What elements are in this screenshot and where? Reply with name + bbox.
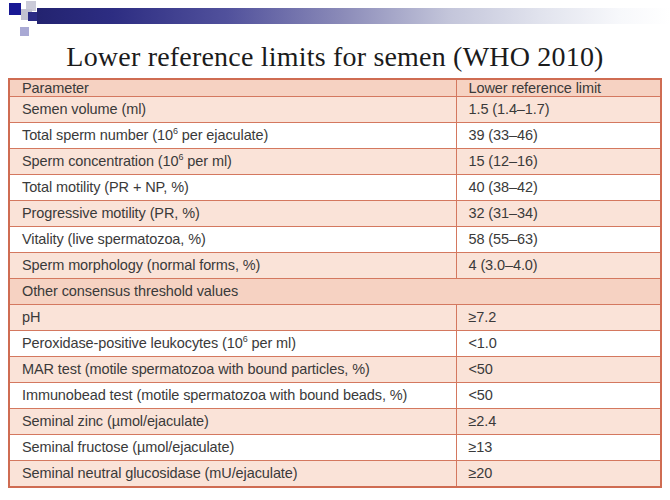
- parameter-cell: Immunobead test (motile spermatozoa with…: [9, 382, 456, 408]
- parameter-cell: Total sperm number (106 per ejaculate): [9, 122, 456, 148]
- value-cell: <50: [456, 382, 661, 408]
- table-body: Semen volume (ml)1.5 (1.4–1.7)Total sper…: [9, 97, 661, 488]
- superscript: 6: [173, 127, 178, 137]
- slide-title: Lower reference limits for semen (WHO 20…: [0, 41, 670, 73]
- value-cell: ≥13: [456, 434, 661, 460]
- reference-limits-table: Parameter Lower reference limit Semen vo…: [8, 78, 662, 488]
- superscript: 6: [178, 153, 183, 163]
- parameter-cell: MAR test (motile spermatozoa with bound …: [9, 356, 456, 382]
- value-cell: 58 (55–63): [456, 226, 661, 252]
- value-cell: 32 (31–34): [456, 200, 661, 226]
- parameter-cell: Sperm concentration (106 per ml): [9, 148, 456, 174]
- value-cell: ≥7.2: [456, 304, 661, 330]
- table-row: Sperm concentration (106 per ml)15 (12–1…: [9, 148, 661, 174]
- parameter-cell: Sperm morphology (normal forms, %): [9, 252, 456, 278]
- parameter-cell: Seminal fructose (µmol/ejaculate): [9, 434, 456, 460]
- table-row: Seminal neutral glucosidase (mU/ejaculat…: [9, 460, 661, 487]
- section-header-row: Other consensus threshold values: [9, 278, 661, 304]
- deco-small-navy-square: [28, 12, 37, 21]
- parameter-cell: pH: [9, 304, 456, 330]
- table-row: pH≥7.2: [9, 304, 661, 330]
- table-row: Immunobead test (motile spermatozoa with…: [9, 382, 661, 408]
- superscript: 6: [243, 334, 248, 344]
- table-row: Total motility (PR + NP, %)40 (38–42): [9, 174, 661, 200]
- parameter-cell: Peroxidase-positive leukocytes (106 per …: [9, 330, 456, 356]
- header-gradient-bar: [37, 8, 670, 24]
- table-row: Seminal zinc (µmol/ejaculate)≥2.4: [9, 408, 661, 434]
- parameter-cell: Seminal zinc (µmol/ejaculate): [9, 408, 456, 434]
- parameter-cell: Total motility (PR + NP, %): [9, 174, 456, 200]
- table-header-row: Parameter Lower reference limit: [9, 79, 661, 97]
- parameter-cell: Semen volume (ml): [9, 97, 456, 123]
- value-cell: ≥2.4: [456, 408, 661, 434]
- parameter-cell: Other consensus threshold values: [9, 278, 661, 304]
- value-cell: 4 (3.0–4.0): [456, 252, 661, 278]
- table-row: Vitality (live spermatozoa, %)58 (55–63): [9, 226, 661, 252]
- parameter-column-header: Parameter: [9, 79, 456, 97]
- parameter-cell: Progressive motility (PR, %): [9, 200, 456, 226]
- table-row: Peroxidase-positive leukocytes (106 per …: [9, 330, 661, 356]
- limit-column-header: Lower reference limit: [456, 79, 661, 97]
- value-cell: ≥20: [456, 460, 661, 487]
- table-row: Semen volume (ml)1.5 (1.4–1.7): [9, 97, 661, 123]
- deco-navy-square: [9, 3, 21, 15]
- value-cell: 40 (38–42): [456, 174, 661, 200]
- table-row: Sperm morphology (normal forms, %)4 (3.0…: [9, 252, 661, 278]
- table-row: Seminal fructose (µmol/ejaculate)≥13: [9, 434, 661, 460]
- table-row: MAR test (motile spermatozoa with bound …: [9, 356, 661, 382]
- value-cell: <50: [456, 356, 661, 382]
- deco-lavender-square: [20, 27, 29, 36]
- table-row: Progressive motility (PR, %)32 (31–34): [9, 200, 661, 226]
- value-cell: 15 (12–16): [456, 148, 661, 174]
- parameter-cell: Seminal neutral glucosidase (mU/ejaculat…: [9, 460, 456, 487]
- value-cell: <1.0: [456, 330, 661, 356]
- parameter-cell: Vitality (live spermatozoa, %): [9, 226, 456, 252]
- slide: { "title": "Lower reference limits for s…: [0, 0, 670, 500]
- table-row: Total sperm number (106 per ejaculate)39…: [9, 122, 661, 148]
- value-cell: 1.5 (1.4–1.7): [456, 97, 661, 123]
- value-cell: 39 (33–46): [456, 122, 661, 148]
